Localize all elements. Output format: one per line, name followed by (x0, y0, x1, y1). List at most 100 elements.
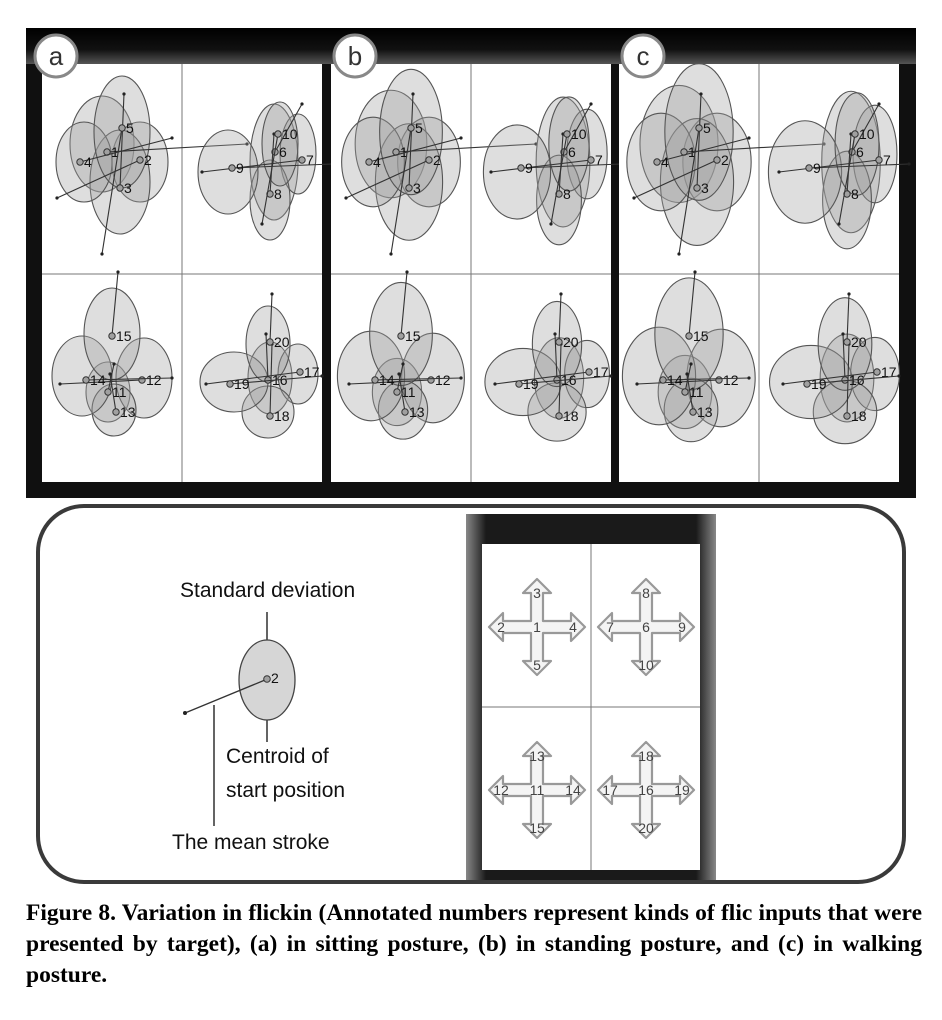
target-label: 12 (435, 372, 451, 388)
stroke-end-dot (907, 162, 911, 166)
centroid-marker (681, 388, 689, 396)
keypad-up-label: 18 (638, 748, 654, 764)
mean-stroke (398, 373, 406, 413)
centroid-label-2: start position (226, 779, 345, 802)
mean-stroke (400, 271, 408, 337)
stroke-end-dot (677, 252, 681, 256)
keypad-right-label: 9 (678, 619, 686, 635)
stroke-end-dot (459, 376, 463, 380)
centroid-marker (693, 184, 701, 192)
sd-label: Standard deviation (180, 579, 355, 602)
sd-ellipse (768, 344, 854, 420)
mean-stroke (558, 293, 562, 343)
target-label: 5 (415, 120, 423, 136)
target-label: 9 (813, 160, 821, 176)
stroke-end-dot (116, 270, 120, 274)
target-label: 18 (563, 408, 579, 424)
mean-stroke (782, 371, 878, 385)
sd-ellipse (822, 150, 872, 250)
centroid-marker (659, 376, 667, 384)
stroke-end-dot (200, 170, 204, 174)
centroid-marker (689, 408, 697, 416)
centroid-marker (298, 156, 306, 164)
centroid-marker (266, 412, 274, 420)
keypad-up-label: 13 (529, 748, 545, 764)
stroke-end-dot (122, 92, 126, 96)
mean-stroke (111, 271, 119, 337)
stroke-end-dot (347, 382, 351, 386)
centroid-marker (587, 156, 595, 164)
mean-stroke (838, 133, 856, 225)
target-label: 2 (433, 152, 441, 168)
target-label: 13 (697, 404, 713, 420)
sd-ellipse (621, 326, 697, 426)
figure-caption: Figure 8. Variation in flickin (Annotate… (26, 900, 922, 988)
mean-stroke (688, 271, 696, 337)
mean-stroke (119, 93, 125, 189)
mean-stroke (806, 375, 900, 385)
target-label: 8 (274, 186, 282, 202)
sd-ellipse (51, 335, 113, 417)
stroke-end-dot (58, 382, 62, 386)
target-label: 19 (234, 376, 250, 392)
target-label: 13 (120, 404, 136, 420)
stroke-end-dot (781, 382, 785, 386)
stroke-end-dot (170, 376, 174, 380)
centroid-marker (843, 338, 851, 346)
mean-stroke (345, 159, 430, 199)
keypad-group-2: 8 7 6 9 10 (596, 577, 696, 677)
keypad-down-label: 15 (529, 820, 545, 836)
sd-ellipse (639, 84, 719, 204)
sd-ellipse (197, 129, 259, 215)
panel-label: c (637, 41, 650, 71)
mean-stroke (520, 163, 622, 169)
quadrant-3: 11 12 13 14 15 (336, 270, 465, 440)
mean-stroke (374, 377, 462, 381)
quadrant-4: 1617181920 (199, 292, 324, 439)
target-label: 10 (571, 126, 587, 142)
mean-stroke (390, 127, 412, 255)
stroke-end-dot (245, 142, 249, 146)
centroid-marker (118, 124, 126, 132)
panel-label: a (49, 41, 64, 71)
mean-stroke (229, 375, 323, 385)
mean-stroke (59, 379, 143, 385)
stroke-end-dot (837, 222, 841, 226)
stroke-end-dot (344, 196, 348, 200)
target-label: 7 (883, 152, 891, 168)
centroid-marker (228, 164, 236, 172)
mean-stroke (261, 133, 279, 225)
centroid-marker (401, 408, 409, 416)
target-label: 10 (859, 126, 875, 142)
mean-stroke (683, 143, 825, 153)
mean-stroke (851, 103, 880, 153)
stroke-end-dot (632, 196, 636, 200)
keypad-left-label: 17 (602, 782, 618, 798)
target-label: 20 (563, 334, 579, 350)
sd-ellipse (482, 124, 552, 220)
centroid-marker (407, 124, 415, 132)
quadrant-4: 1617181920 (768, 292, 901, 445)
mean-stroke (696, 93, 702, 189)
mean-stroke (85, 377, 173, 381)
stroke-end-dot (108, 372, 112, 376)
target-label: 13 (409, 404, 425, 420)
mean-stroke (686, 373, 694, 413)
keypad-right-label: 19 (674, 782, 690, 798)
panel-label-badge (332, 33, 378, 79)
centroid-marker (116, 184, 124, 192)
mean-stroke (662, 377, 750, 381)
stroke-end-dot (747, 376, 751, 380)
centroid-marker (108, 332, 116, 340)
target-label: 6 (856, 144, 864, 160)
centroid-marker (805, 164, 813, 172)
panel-c: 1234567891011121314151617181920c (619, 33, 911, 482)
stroke-end-dot (397, 372, 401, 376)
keypad-left-label: 12 (493, 782, 509, 798)
centroid-marker (563, 130, 571, 138)
mean-stroke (636, 379, 720, 385)
centroid-marker (104, 388, 112, 396)
mean-stroke (518, 375, 612, 385)
